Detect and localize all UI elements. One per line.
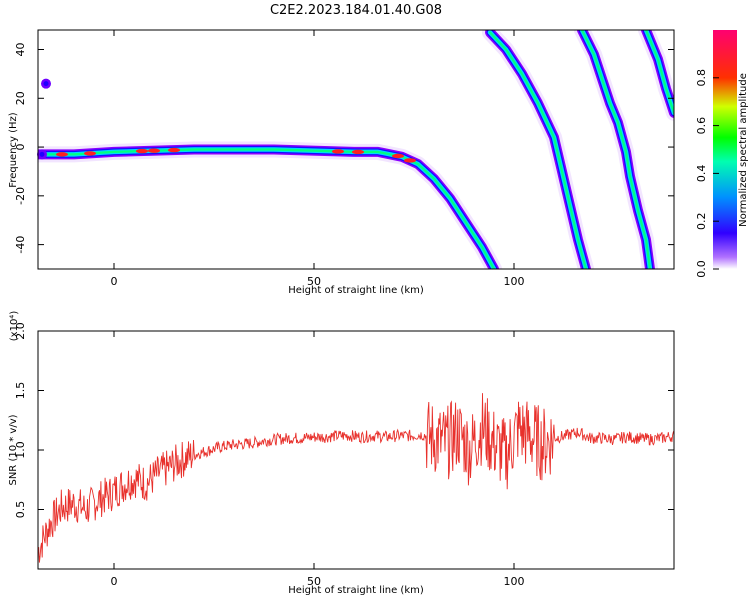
spectrogram-ylabel: Frequency (Hz) [8, 112, 19, 188]
spectral-trace-1-layer-1 [485, 30, 591, 269]
colorbar-tick-label: 0.2 [695, 212, 708, 230]
peak-marker [404, 158, 416, 163]
spectral-trace-0-layer-2 [38, 146, 498, 269]
snr-series-line [37, 393, 675, 563]
colorbar-tick-label: 0.8 [695, 69, 708, 87]
x-tick-label: 50 [307, 275, 321, 288]
snr-y-ticks: 0.5 1.0 1.5 2.0 [14, 322, 674, 518]
x-tick-label: 100 [504, 575, 525, 588]
colorbar-gradient [713, 30, 737, 269]
x-tick-label: 50 [307, 575, 321, 588]
spectral-blob-core [39, 151, 45, 157]
y-tick-label: 0 [14, 144, 27, 151]
snr-panel: 0 50 100 0.5 1.0 1.5 2.0 Height of straight l… [8, 311, 675, 596]
y-tick-label: 2.0 [14, 322, 27, 340]
peak-marker [392, 153, 404, 159]
snr-xlabel: Height of straight line (km) [288, 585, 424, 596]
colorbar-tick-label: 0.4 [695, 165, 708, 183]
peak-marker [168, 147, 180, 153]
spectrogram-frame [37, 29, 675, 270]
spectral-trace-1-layer-4 [488, 31, 588, 269]
peak-marker [56, 152, 68, 157]
spectral-trace-3-layer-4 [644, 30, 674, 114]
snr-exponent-label: (x10⁴) [9, 311, 20, 342]
y-tick-label: 0.5 [14, 501, 27, 519]
snr-frame [37, 330, 675, 570]
peak-marker [352, 149, 364, 155]
x-tick-label: 100 [504, 275, 525, 288]
y-tick-label: 20 [14, 91, 27, 105]
peak-marker [136, 148, 148, 154]
spectral-blob-core [43, 81, 49, 87]
spectrogram-xlabel: Height of straight line (km) [288, 285, 424, 296]
peak-marker [332, 149, 344, 154]
x-tick-label: 0 [111, 275, 118, 288]
spectrogram-panel: 0 50 100 40 20 0 -20 -40 Height of straight li… [8, 29, 675, 296]
y-tick-label: 1.5 [14, 382, 27, 400]
y-tick-label: -40 [14, 236, 27, 254]
y-tick-label: 1.0 [14, 441, 27, 459]
spectrogram-traces [37, 30, 674, 269]
spectrogram-x-ticks: 0 50 100 [111, 30, 525, 288]
figure-title: C2E2.2023.184.01.40.G08 [270, 3, 442, 18]
y-tick-label: 40 [14, 43, 27, 57]
colorbar: 0.0 0.2 0.4 0.6 0.8 Normalized spectral ampl… [695, 30, 749, 278]
x-tick-label: 0 [111, 575, 118, 588]
peak-marker [84, 151, 96, 156]
colorbar-tick-label: 0.6 [695, 117, 708, 135]
colorbar-ticks: 0.0 0.2 0.4 0.6 0.8 [695, 69, 719, 278]
colorbar-label: Normalized spectral amplitude [738, 73, 749, 227]
spectral-trace-2-layer-4 [580, 30, 652, 269]
snr-ylabel: SNR (10 * v/v) [8, 414, 19, 485]
peak-marker [148, 148, 160, 153]
colorbar-tick-label: 0.0 [695, 260, 708, 278]
snr-x-ticks: 0 50 100 [111, 331, 525, 588]
spectrogram-y-ticks: 40 20 0 -20 -40 [14, 43, 674, 254]
spectral-trace-0-layer-4 [38, 148, 496, 269]
y-tick-label: -20 [14, 187, 27, 205]
